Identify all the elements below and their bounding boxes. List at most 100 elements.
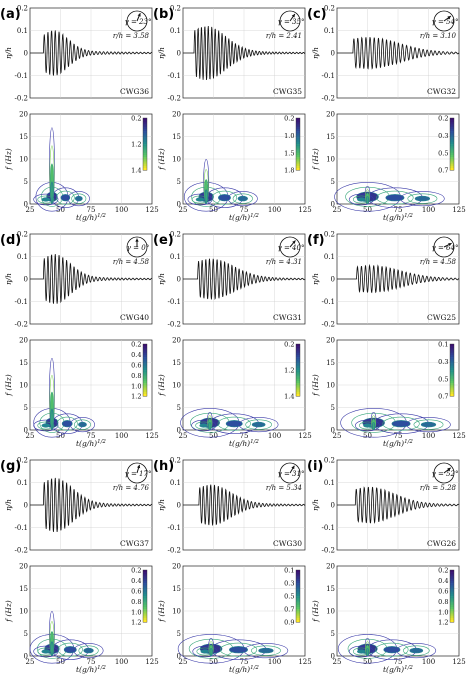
colorbar-segment bbox=[296, 122, 300, 125]
x-tick-label: 100 bbox=[268, 206, 281, 214]
contour bbox=[74, 419, 91, 430]
y-tick-label: 15 bbox=[19, 585, 28, 593]
colorbar-segment bbox=[450, 133, 454, 136]
contour bbox=[391, 420, 411, 428]
colorbar-tick-label: 0.6 bbox=[131, 361, 141, 369]
colorbar-tick-label: 1.2 bbox=[438, 619, 448, 627]
y-tick-label: 5 bbox=[177, 630, 181, 638]
y-tick-label: 10 bbox=[326, 382, 335, 390]
y-tick-label: -0.2 bbox=[168, 547, 182, 555]
y-axis-label: f (Hz) bbox=[157, 374, 166, 397]
x-axis-label: t(g/h)1/2 bbox=[383, 439, 413, 448]
contour bbox=[251, 645, 281, 656]
colorbar-segment bbox=[143, 137, 147, 141]
y-tick-label: 5 bbox=[24, 404, 28, 412]
colorbar-segment bbox=[450, 367, 454, 371]
y-tick-label: 0.1 bbox=[170, 479, 181, 487]
colorbar-segment bbox=[296, 157, 300, 160]
rh-annotation: r/h = 4.31 bbox=[266, 258, 302, 266]
colorbar-segment bbox=[296, 159, 300, 162]
y-tick-label: 15 bbox=[326, 359, 335, 367]
y-axis-label: f (Hz) bbox=[4, 600, 13, 623]
colorbar-segment bbox=[143, 365, 147, 369]
colorbar-segment bbox=[450, 150, 454, 154]
colorbar-segment bbox=[450, 580, 454, 584]
contour bbox=[218, 194, 231, 202]
colorbar-segment bbox=[296, 578, 300, 582]
colorbar-segment bbox=[143, 620, 147, 623]
colorbar-segment bbox=[450, 359, 454, 362]
colorbar-segment bbox=[296, 146, 300, 149]
colorbar-segment bbox=[450, 587, 454, 590]
y-tick-label: 0.1 bbox=[170, 253, 181, 261]
contour bbox=[217, 416, 251, 431]
colorbar-segment bbox=[450, 361, 454, 364]
colorbar-segment bbox=[296, 596, 300, 599]
y-tick-label: 20 bbox=[19, 563, 28, 571]
contour bbox=[41, 649, 51, 654]
y-axis-label: η/h bbox=[157, 499, 166, 511]
colorbar-segment bbox=[143, 587, 147, 590]
series-line bbox=[183, 484, 306, 526]
arrow-head-icon bbox=[291, 465, 295, 470]
y-axis-label: f (Hz) bbox=[157, 600, 166, 623]
colorbar-segment bbox=[450, 357, 454, 360]
colorbar-segment bbox=[143, 141, 147, 145]
arrow-head-icon bbox=[292, 240, 296, 244]
x-tick-label: 25 bbox=[333, 658, 342, 666]
colorbar-segment bbox=[450, 118, 454, 121]
contour bbox=[208, 422, 212, 431]
rh-annotation: r/h = 5.34 bbox=[266, 484, 302, 492]
y-tick-label: -0.2 bbox=[168, 95, 182, 103]
x-tick-label: 25 bbox=[179, 432, 188, 440]
colorbar-segment bbox=[450, 617, 454, 621]
y-tick-label: 10 bbox=[172, 382, 181, 390]
contour bbox=[225, 420, 243, 428]
contour bbox=[383, 646, 401, 654]
colorbar-segment bbox=[450, 161, 454, 164]
y-tick-label: 10 bbox=[172, 156, 181, 164]
colorbar-segment bbox=[450, 352, 454, 356]
colorbar-tick-label: 0.7 bbox=[438, 393, 448, 401]
gamma-annotation: γ = 54° bbox=[432, 18, 459, 26]
y-tick-label: 5 bbox=[24, 178, 28, 186]
x-tick-label: 75 bbox=[394, 432, 403, 440]
y-tick-label: 20 bbox=[19, 337, 28, 345]
y-tick-label: 0.2 bbox=[17, 231, 28, 239]
y-tick-label: 0.1 bbox=[17, 253, 28, 261]
contour bbox=[237, 195, 248, 202]
series-line bbox=[30, 477, 153, 533]
contour bbox=[376, 190, 414, 205]
colorbar-segment bbox=[143, 165, 147, 169]
contour bbox=[229, 646, 248, 654]
contour bbox=[63, 646, 77, 654]
colorbar-segment bbox=[450, 163, 454, 167]
gamma-annotation: γ = 23° bbox=[125, 18, 152, 26]
colorbar-segment bbox=[143, 344, 147, 347]
colorbar-tick-label: 0.9 bbox=[284, 619, 294, 627]
y-tick-label: 15 bbox=[172, 133, 181, 141]
colorbar-segment bbox=[143, 144, 147, 147]
colorbar-segment bbox=[450, 122, 454, 125]
colorbar-segment bbox=[450, 346, 454, 349]
panel-label: (e) bbox=[153, 233, 174, 248]
colorbar-tick-label: 0.1 bbox=[438, 341, 448, 349]
y-tick-label: 0.1 bbox=[17, 479, 28, 487]
colorbar-segment bbox=[450, 600, 454, 603]
y-tick-label: 0.1 bbox=[17, 27, 28, 35]
colorbar-segment bbox=[450, 570, 454, 573]
contour bbox=[211, 190, 237, 205]
colorbar-tick-label: 0.2 bbox=[438, 115, 448, 123]
x-tick-label: 25 bbox=[26, 432, 35, 440]
y-axis-label: f (Hz) bbox=[4, 148, 13, 171]
colorbar-tick-label: 0.3 bbox=[438, 132, 448, 140]
colorbar-segment bbox=[296, 380, 300, 384]
colorbar-segment bbox=[450, 604, 454, 608]
arrow-head-icon bbox=[136, 464, 141, 469]
colorbar-frame bbox=[295, 569, 301, 623]
colorbar-segment bbox=[450, 131, 454, 134]
contour bbox=[365, 648, 370, 657]
y-tick-label: 0 bbox=[331, 653, 335, 661]
colorbar-segment bbox=[143, 570, 147, 573]
y-tick-label: 0.2 bbox=[324, 5, 335, 13]
